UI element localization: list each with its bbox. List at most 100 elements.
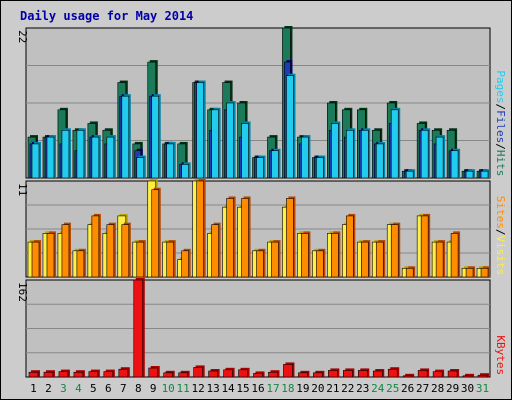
kbytes-bar-day-12 xyxy=(193,367,203,378)
day-label-31: 31 xyxy=(476,382,489,395)
pages-bar-day-19 xyxy=(301,136,309,179)
kbytes-bar-day-22 xyxy=(343,370,353,378)
legend-kbytes: KBytes xyxy=(494,335,507,375)
kbytes-bar-day-14 xyxy=(223,369,233,378)
kbytes-bar-day-27 xyxy=(417,370,428,378)
legend-sites: Sites xyxy=(494,196,507,229)
kbytes-bar-day-13 xyxy=(208,370,218,378)
sites-bar-day-19 xyxy=(301,233,309,278)
day-label-18: 18 xyxy=(281,382,294,395)
kbytes-bar-day-30 xyxy=(462,375,473,378)
panel-1-axis-max: 22 xyxy=(16,30,29,43)
kbytes-bar-day-23 xyxy=(357,370,368,378)
pages-bar-day-22 xyxy=(346,129,354,179)
pages-bar-day-18 xyxy=(286,75,294,179)
kbytes-bar-day-10 xyxy=(163,372,174,378)
legend-separator: / xyxy=(494,229,507,236)
legend-hits: Hits xyxy=(494,150,507,177)
kbytes-bar-day-5 xyxy=(88,371,99,378)
pages-bar-day-30 xyxy=(465,170,474,179)
pages-bar-day-6 xyxy=(106,136,115,179)
day-label-7: 7 xyxy=(120,382,127,395)
day-label-25: 25 xyxy=(386,382,399,395)
sites-bar-day-21 xyxy=(331,233,339,278)
pages-bar-day-10 xyxy=(166,143,175,179)
legend-pages: Pages xyxy=(494,70,507,103)
day-label-10: 10 xyxy=(162,382,175,395)
legend-visits: Visits xyxy=(494,236,507,276)
kbytes-bar-day-8 xyxy=(133,279,144,378)
kbytes-bar-day-19 xyxy=(298,372,308,378)
pages-bar-day-4 xyxy=(76,129,85,179)
pages-bar-day-9 xyxy=(151,95,160,179)
pages-bar-day-28 xyxy=(435,136,444,179)
sites-bar-day-5 xyxy=(91,215,100,278)
pages-bar-day-3 xyxy=(61,129,70,179)
kbytes-bar-day-16 xyxy=(253,373,263,378)
kbytes-bar-day-6 xyxy=(103,371,114,378)
day-label-28: 28 xyxy=(431,382,444,395)
kbytes-bar-day-7 xyxy=(118,368,129,378)
kbytes-bar-day-20 xyxy=(313,372,323,378)
panel-2-axis-max: 11 xyxy=(16,183,29,196)
kbytes-bar-day-17 xyxy=(268,371,278,378)
day-label-12: 12 xyxy=(192,382,205,395)
kbytes-bar-day-2 xyxy=(43,371,54,378)
sites-bar-day-15 xyxy=(241,198,249,278)
day-label-6: 6 xyxy=(105,382,112,395)
day-label-11: 11 xyxy=(177,382,190,395)
sites-bar-day-16 xyxy=(256,250,264,278)
sites-bar-day-9 xyxy=(151,189,160,278)
pages-bar-day-17 xyxy=(271,150,279,179)
legend-files: Files xyxy=(494,110,507,143)
sites-bar-day-27 xyxy=(420,215,429,278)
kbytes-bar-day-28 xyxy=(432,371,443,378)
kbytes-bar-day-26-depth xyxy=(405,373,415,377)
sites-bar-day-29 xyxy=(450,233,459,278)
sites-bar-day-14 xyxy=(226,198,234,278)
pages-bar-day-1 xyxy=(31,143,40,179)
pages-bar-day-25 xyxy=(390,109,399,179)
day-label-4: 4 xyxy=(75,382,82,395)
kbytes-bar-day-3 xyxy=(58,371,69,378)
day-label-20: 20 xyxy=(311,382,324,395)
kbytes-bar-day-29 xyxy=(447,370,458,378)
pages-bar-day-13 xyxy=(211,109,219,179)
pages-bar-day-23 xyxy=(360,129,369,179)
pages-bar-day-24 xyxy=(375,143,384,179)
day-label-27: 27 xyxy=(416,382,429,395)
pages-bar-day-20 xyxy=(316,157,324,179)
sites-bar-day-24 xyxy=(375,241,384,278)
sites-bar-day-28 xyxy=(435,241,444,278)
sites-bar-day-6 xyxy=(106,224,115,278)
sites-bar-day-4 xyxy=(76,250,85,278)
sites-bar-day-31 xyxy=(480,267,489,278)
kbytes-bar-day-1 xyxy=(28,371,39,378)
sites-bar-day-17 xyxy=(271,241,279,278)
pages-bar-day-8 xyxy=(136,157,145,179)
sites-bar-day-7 xyxy=(121,224,130,278)
day-label-26: 26 xyxy=(401,382,414,395)
sites-bar-day-12 xyxy=(196,180,204,278)
sites-bar-day-22 xyxy=(346,215,354,278)
kbytes-bar-day-15 xyxy=(238,369,248,378)
kbytes-bar-day-21 xyxy=(328,370,338,378)
day-label-5: 5 xyxy=(90,382,97,395)
sites-bar-day-20 xyxy=(316,250,324,278)
day-label-23: 23 xyxy=(356,382,369,395)
day-label-22: 22 xyxy=(341,382,354,395)
chart-title: Daily usage for May 2014 xyxy=(20,9,193,23)
day-label-3: 3 xyxy=(60,382,67,395)
day-label-2: 2 xyxy=(45,382,52,395)
kbytes-bar-day-24 xyxy=(372,370,383,378)
kbytes-bar-day-25 xyxy=(387,368,398,378)
panel-2-legend: Sites/Visits xyxy=(494,196,507,275)
sites-bar-day-30 xyxy=(465,267,474,278)
sites-bar-day-23 xyxy=(360,241,369,278)
pages-bar-day-14 xyxy=(226,102,234,179)
kbytes-bar-day-9 xyxy=(148,367,159,378)
pages-bar-day-5 xyxy=(91,136,100,179)
sites-bar-day-10 xyxy=(166,241,175,278)
day-label-14: 14 xyxy=(221,382,235,395)
